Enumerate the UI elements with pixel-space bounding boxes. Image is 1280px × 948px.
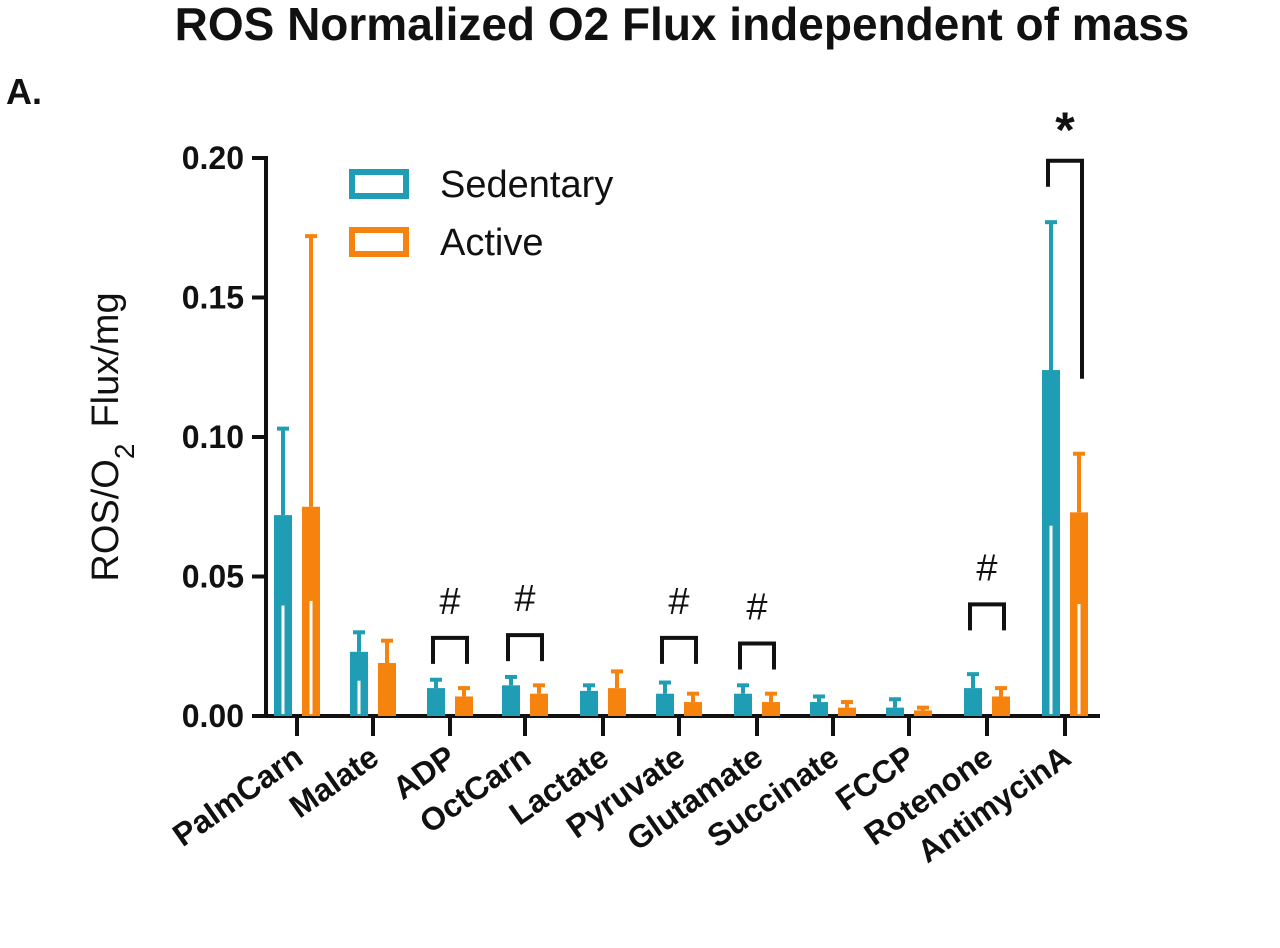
bar: [992, 696, 1010, 716]
bar: [684, 702, 702, 716]
significance-star: *: [1055, 102, 1075, 158]
bar: [580, 690, 598, 716]
significance-bracket: [431, 635, 469, 664]
significance-bracket: [506, 633, 544, 662]
y-axis-label-main: ROS/O: [85, 459, 127, 581]
bar-inner-line: [1077, 603, 1081, 714]
y-tick-label: 0.15: [182, 280, 244, 316]
bar-inner-line: [1049, 525, 1053, 714]
bar: [427, 688, 445, 716]
significance-hash: #: [976, 547, 997, 589]
significance-bracket: [738, 641, 776, 670]
bar: [656, 693, 674, 716]
bar: [734, 693, 752, 716]
significance-hash: #: [746, 586, 767, 628]
bar: [530, 693, 548, 716]
bar: [838, 707, 856, 716]
y-tick-label: 0.00: [182, 698, 244, 734]
significance-bracket: [660, 635, 698, 664]
significance-bracket: [968, 602, 1006, 631]
y-tick-label: 0.05: [182, 559, 244, 595]
bar-inner-line: [309, 600, 313, 714]
y-axis-label: ROS/O2 Flux/mg: [85, 292, 140, 581]
chart-title: ROS Normalized O2 Flux independent of ma…: [175, 0, 1190, 50]
y-axis-label-subscript: 2: [109, 444, 140, 460]
y-tick-label: 0.20: [182, 140, 244, 176]
significance-bracket: [1046, 158, 1084, 379]
bar: [378, 662, 396, 716]
bar: [810, 702, 828, 716]
bar: [762, 702, 780, 716]
significance-hash: #: [514, 578, 535, 620]
legend: Sedentary Active: [349, 164, 613, 264]
legend-swatch: [349, 227, 409, 257]
bar: [886, 707, 904, 716]
significance-hash: #: [668, 581, 689, 623]
legend-label: Active: [440, 222, 543, 264]
bar: [502, 685, 520, 716]
legend-swatch: [349, 169, 409, 199]
legend-label: Sedentary: [440, 164, 613, 206]
bar: [964, 688, 982, 716]
bar-inner-line: [357, 680, 361, 714]
significance-hash: #: [439, 581, 460, 623]
bar: [608, 688, 626, 716]
bar: [914, 710, 932, 716]
y-axis-label-suffix: Flux/mg: [85, 292, 127, 427]
bar-inner-line: [281, 605, 285, 714]
bar: [455, 696, 473, 716]
panel-label: A.: [6, 71, 42, 112]
x-tick-label: Malate: [283, 738, 385, 825]
y-tick-label: 0.10: [182, 419, 244, 455]
